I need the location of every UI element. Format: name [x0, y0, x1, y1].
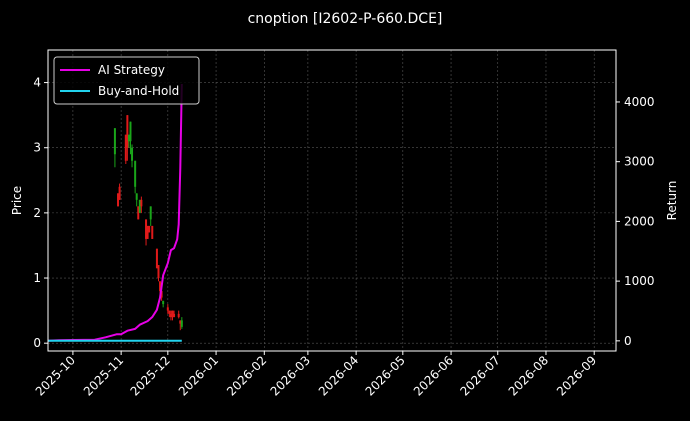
candlestick-series [113, 115, 183, 331]
y-axis-left: 0 1 2 3 4 [33, 76, 48, 350]
candle-body [155, 248, 158, 269]
candle-body [177, 313, 180, 318]
candle-body [157, 265, 160, 279]
y-axis-right-label: Return [665, 181, 679, 221]
candle-body [151, 225, 154, 239]
candle-body [131, 147, 134, 161]
y-right-tick-label: 4000 [624, 95, 655, 109]
candle-body [113, 128, 116, 155]
candle-body [124, 134, 127, 161]
candle-body [129, 121, 132, 142]
candle-body [159, 281, 162, 292]
candle-body [137, 206, 140, 220]
legend-label-buy-and-hold: Buy-and-Hold [98, 84, 179, 98]
plot-area [47, 49, 617, 352]
y-right-tick-label: 2000 [624, 214, 655, 228]
candle-body [166, 307, 169, 311]
y-right-tick-label: 0 [624, 334, 632, 348]
y-axis-left-label: Price [10, 186, 24, 215]
candle-body [140, 199, 143, 207]
candle-body [160, 291, 163, 298]
y-left-tick-label: 4 [33, 76, 41, 90]
series-line-ai-strategy [47, 83, 183, 342]
candle-body [118, 186, 121, 200]
y-right-tick-label: 3000 [624, 155, 655, 169]
grid-lines [48, 50, 616, 351]
legend-label-ai-strategy: AI Strategy [98, 63, 165, 77]
candle-body [134, 160, 137, 187]
candle-body [168, 310, 171, 314]
candle-body [126, 115, 129, 148]
candle-body [179, 320, 182, 324]
y-left-tick-label: 3 [33, 141, 41, 155]
y-left-tick-label: 2 [33, 206, 41, 220]
y-axis-right: 0 1000 2000 3000 4000 [616, 95, 655, 348]
candle-body [127, 134, 130, 142]
candle-body [173, 313, 176, 318]
candle-body [169, 313, 172, 318]
candle-body [149, 206, 152, 220]
y-right-tick-label: 1000 [624, 274, 655, 288]
legend-box [53, 56, 200, 105]
candle-body [180, 320, 183, 327]
candle-body [117, 193, 120, 207]
plot-frame [47, 49, 617, 352]
y-left-tick-label: 0 [33, 336, 41, 350]
candle-body [145, 219, 148, 239]
candle-body [138, 199, 141, 213]
candle-body [171, 310, 174, 318]
line-series [47, 83, 183, 342]
candle-body [162, 300, 165, 305]
y-left-tick-label: 1 [33, 271, 41, 285]
legend: AI Strategy Buy-and-Hold [53, 56, 200, 105]
candle-body [135, 193, 138, 200]
candle-body [146, 225, 149, 239]
chart-title: cnoption [I2602-P-660.DCE] [248, 11, 443, 27]
candle-body [148, 225, 151, 233]
